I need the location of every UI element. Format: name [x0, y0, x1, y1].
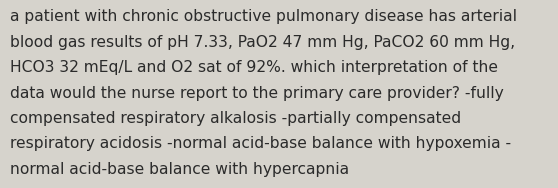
Text: compensated respiratory alkalosis -partially compensated: compensated respiratory alkalosis -parti… [10, 111, 461, 126]
Text: normal acid-base balance with hypercapnia: normal acid-base balance with hypercapni… [10, 162, 349, 177]
Text: a patient with chronic obstructive pulmonary disease has arterial: a patient with chronic obstructive pulmo… [10, 9, 517, 24]
Text: HCO3 32 mEq/L and O2 sat of 92%. which interpretation of the: HCO3 32 mEq/L and O2 sat of 92%. which i… [10, 60, 498, 75]
Text: blood gas results of pH 7.33, PaO2 47 mm Hg, PaCO2 60 mm Hg,: blood gas results of pH 7.33, PaO2 47 mm… [10, 35, 515, 50]
Text: respiratory acidosis -normal acid-base balance with hypoxemia -: respiratory acidosis -normal acid-base b… [10, 136, 511, 151]
Text: data would the nurse report to the primary care provider? -fully: data would the nurse report to the prima… [10, 86, 504, 101]
